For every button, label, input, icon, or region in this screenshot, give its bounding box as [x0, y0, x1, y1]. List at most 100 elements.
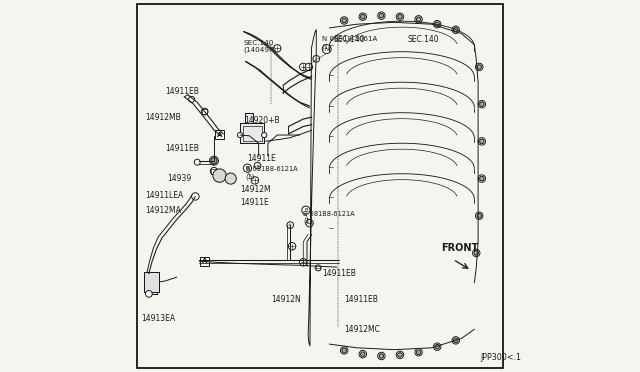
Circle shape: [397, 15, 402, 19]
Text: A: A: [217, 132, 222, 138]
Circle shape: [433, 20, 441, 28]
Text: B 081B8-6121A
(1): B 081B8-6121A (1): [246, 166, 297, 180]
Bar: [147, 292, 157, 294]
Bar: [202, 109, 207, 114]
Text: B: B: [304, 208, 308, 213]
Circle shape: [477, 214, 481, 218]
Bar: [245, 113, 253, 123]
Circle shape: [415, 349, 422, 356]
Text: 14913EA: 14913EA: [141, 314, 175, 323]
Circle shape: [472, 249, 480, 257]
Bar: [215, 130, 224, 139]
Circle shape: [262, 132, 267, 138]
Circle shape: [315, 265, 321, 271]
Circle shape: [474, 251, 479, 255]
Circle shape: [379, 354, 383, 358]
Text: SEC.140: SEC.140: [408, 35, 439, 44]
Circle shape: [417, 350, 421, 355]
Circle shape: [191, 193, 199, 200]
Text: N: N: [324, 46, 329, 52]
Circle shape: [340, 17, 348, 24]
Text: A: A: [202, 258, 207, 264]
Circle shape: [396, 13, 404, 20]
Circle shape: [479, 139, 484, 144]
Circle shape: [479, 176, 484, 181]
Circle shape: [213, 169, 227, 182]
Bar: [243, 126, 262, 141]
Circle shape: [379, 13, 383, 18]
Text: B 081B8-6121A
(1): B 081B8-6121A (1): [303, 211, 355, 224]
Circle shape: [478, 138, 486, 145]
Bar: [211, 169, 216, 174]
Text: 14911EB: 14911EB: [166, 87, 200, 96]
Circle shape: [145, 291, 152, 297]
Circle shape: [479, 102, 484, 106]
Circle shape: [452, 337, 460, 344]
Circle shape: [454, 28, 458, 32]
Bar: [147, 292, 157, 294]
Circle shape: [478, 100, 486, 108]
Text: 14911EB: 14911EB: [344, 295, 378, 304]
Circle shape: [211, 167, 218, 175]
Circle shape: [254, 162, 261, 169]
Circle shape: [417, 17, 421, 22]
Circle shape: [359, 350, 367, 358]
Text: FRONT: FRONT: [441, 243, 478, 253]
Text: 14911EB: 14911EB: [322, 269, 356, 278]
Circle shape: [378, 352, 385, 360]
Bar: [240, 123, 264, 143]
Circle shape: [476, 212, 483, 219]
Circle shape: [359, 13, 367, 20]
Text: 14911EB: 14911EB: [166, 144, 200, 153]
Circle shape: [225, 173, 236, 184]
Text: 14912M: 14912M: [240, 185, 271, 194]
Circle shape: [342, 18, 346, 23]
Text: 14912MB: 14912MB: [145, 113, 181, 122]
Circle shape: [322, 45, 331, 54]
Text: 14911E: 14911E: [240, 198, 269, 207]
Circle shape: [340, 347, 348, 354]
Circle shape: [476, 63, 483, 71]
Bar: [245, 113, 253, 123]
Circle shape: [189, 96, 195, 102]
Circle shape: [378, 12, 385, 19]
Circle shape: [209, 156, 218, 165]
Text: 14912MA: 14912MA: [145, 206, 181, 215]
Text: 14911E: 14911E: [248, 154, 276, 163]
Circle shape: [243, 164, 252, 172]
Text: SEC.140: SEC.140: [333, 35, 365, 44]
Bar: [145, 272, 159, 292]
Bar: [200, 257, 209, 266]
Circle shape: [342, 348, 346, 353]
Circle shape: [452, 26, 460, 33]
Circle shape: [433, 343, 441, 350]
Circle shape: [237, 132, 243, 138]
Text: SEC.140
(14049P): SEC.140 (14049P): [244, 40, 277, 53]
Circle shape: [478, 175, 486, 182]
Circle shape: [300, 259, 307, 266]
Circle shape: [300, 63, 307, 71]
Circle shape: [397, 353, 402, 357]
Text: JPP300<.1: JPP300<.1: [480, 353, 521, 362]
Circle shape: [302, 206, 310, 214]
Circle shape: [211, 158, 217, 164]
Text: 14911LEA: 14911LEA: [145, 191, 184, 200]
Bar: [145, 272, 159, 292]
Circle shape: [477, 65, 481, 69]
Circle shape: [195, 159, 200, 165]
Circle shape: [305, 63, 312, 71]
Text: 14939: 14939: [168, 174, 192, 183]
Circle shape: [251, 177, 259, 184]
Text: N 08918-3061A
(1): N 08918-3061A (1): [322, 36, 377, 49]
Circle shape: [202, 108, 208, 115]
Text: B: B: [246, 166, 249, 171]
Circle shape: [435, 22, 440, 26]
Circle shape: [435, 344, 440, 349]
Circle shape: [454, 338, 458, 343]
Circle shape: [396, 351, 404, 359]
Circle shape: [313, 55, 319, 62]
Circle shape: [360, 15, 365, 19]
Circle shape: [287, 222, 294, 228]
Text: 14912N: 14912N: [271, 295, 301, 304]
Bar: [240, 123, 264, 143]
